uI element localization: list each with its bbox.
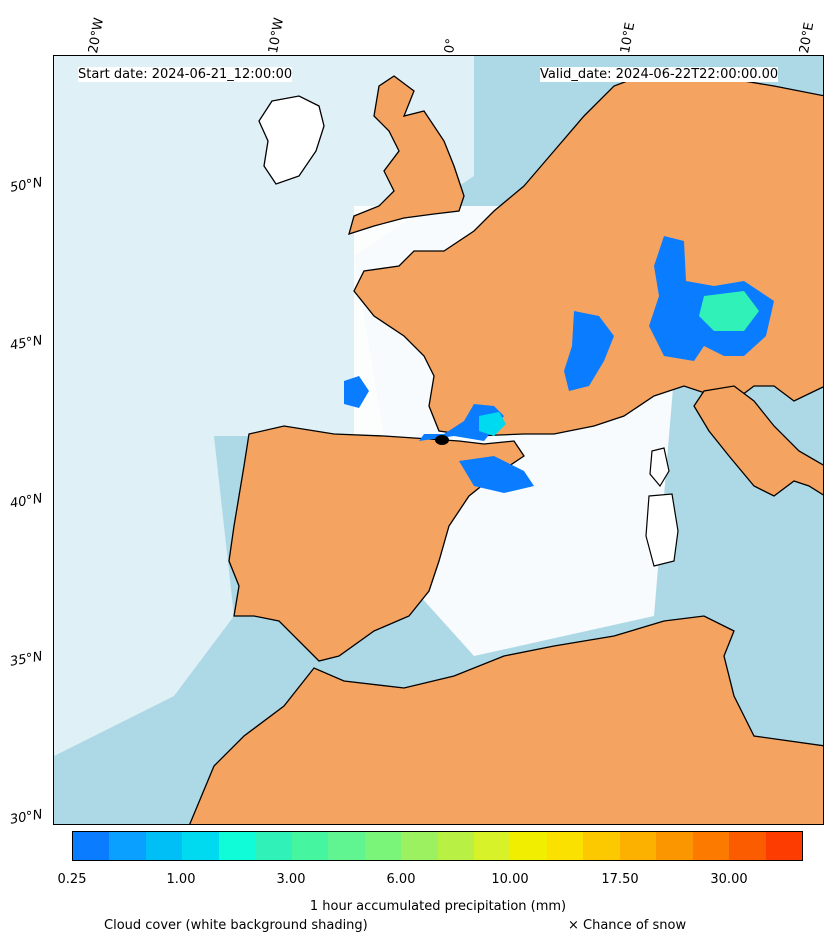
great-britain-land: [348, 75, 465, 235]
map-panel: [53, 55, 824, 825]
colorbar-segment: [656, 832, 693, 860]
colorbar-segment: [291, 832, 329, 860]
colorbar-segment: [73, 832, 110, 860]
lat-label-35n: 35°N: [8, 649, 44, 670]
ireland-land: [258, 95, 325, 185]
colorbar-segment: [218, 832, 256, 860]
colorbar-tick-30: 30.00: [710, 872, 748, 887]
lon-label-10e: 10°E: [618, 21, 639, 55]
colorbar-segment: [619, 832, 657, 860]
precip-bay-biscay: [344, 376, 369, 408]
colorbar-segment: [729, 832, 766, 860]
lon-label-20e: 20°E: [797, 21, 818, 55]
colorbar-segment: [182, 832, 219, 860]
colorbar-segment: [401, 832, 438, 860]
lon-label-0: 0°: [442, 37, 460, 55]
colorbar-tick-17-5: 17.50: [601, 872, 639, 887]
colorbar-segment: [364, 832, 402, 860]
colorbar-title: 1 hour accumulated precipitation (mm): [309, 899, 567, 914]
colorbar-segment: [145, 832, 183, 860]
colorbar-segment: [692, 832, 730, 860]
italy-land: [693, 385, 823, 497]
lat-label-40n: 40°N: [8, 491, 44, 512]
colorbar-tick-6: 6.00: [386, 872, 416, 887]
colorbar-tick-3: 3.00: [276, 872, 306, 887]
colorbar-segment: [255, 832, 292, 860]
valid-date-label: Valid_date: 2024-06-22T22:00:00.00: [540, 67, 779, 82]
lat-label-30n: 30°N: [8, 807, 44, 828]
colorbar-tick-1: 1.00: [166, 872, 196, 887]
north-africa-land: [189, 615, 823, 824]
colorbar-segment: [473, 832, 511, 860]
weather-map: [54, 56, 823, 824]
precip-alps-core: [699, 291, 759, 331]
colorbar-segment: [765, 832, 803, 860]
lon-label-10w: 10°W: [266, 16, 288, 55]
sardinia-island: [645, 493, 679, 567]
lat-label-45n: 45°N: [8, 333, 44, 354]
precip-pyrenees-core: [479, 412, 506, 436]
colorbar-segment: [546, 832, 584, 860]
cloud-cover-note: Cloud cover (white background shading): [104, 918, 368, 933]
lat-label-50n: 50°N: [8, 175, 44, 196]
snow-marker-pyrenees: [435, 435, 449, 445]
lon-label-20w: 20°W: [86, 16, 108, 55]
colorbar-tick-0-25: 0.25: [57, 872, 87, 887]
colorbar-segment: [437, 832, 474, 860]
colorbar-segment: [583, 832, 620, 860]
start-date-label: Start date: 2024-06-21_12:00:00: [78, 67, 293, 82]
colorbar-segment: [510, 832, 547, 860]
precip-france-central: [564, 311, 614, 391]
snow-note: × Chance of snow: [568, 918, 687, 933]
precip-colorbar: [72, 831, 803, 861]
colorbar-tick-10: 10.00: [491, 872, 529, 887]
corsica-island: [649, 447, 670, 488]
colorbar-segment: [328, 832, 365, 860]
colorbar-segment: [109, 832, 146, 860]
precip-pyrenees: [419, 404, 534, 493]
